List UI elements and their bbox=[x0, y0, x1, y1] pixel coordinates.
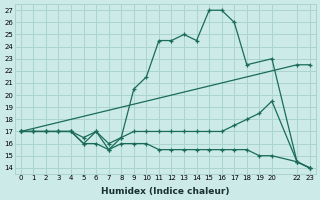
X-axis label: Humidex (Indice chaleur): Humidex (Indice chaleur) bbox=[101, 187, 229, 196]
